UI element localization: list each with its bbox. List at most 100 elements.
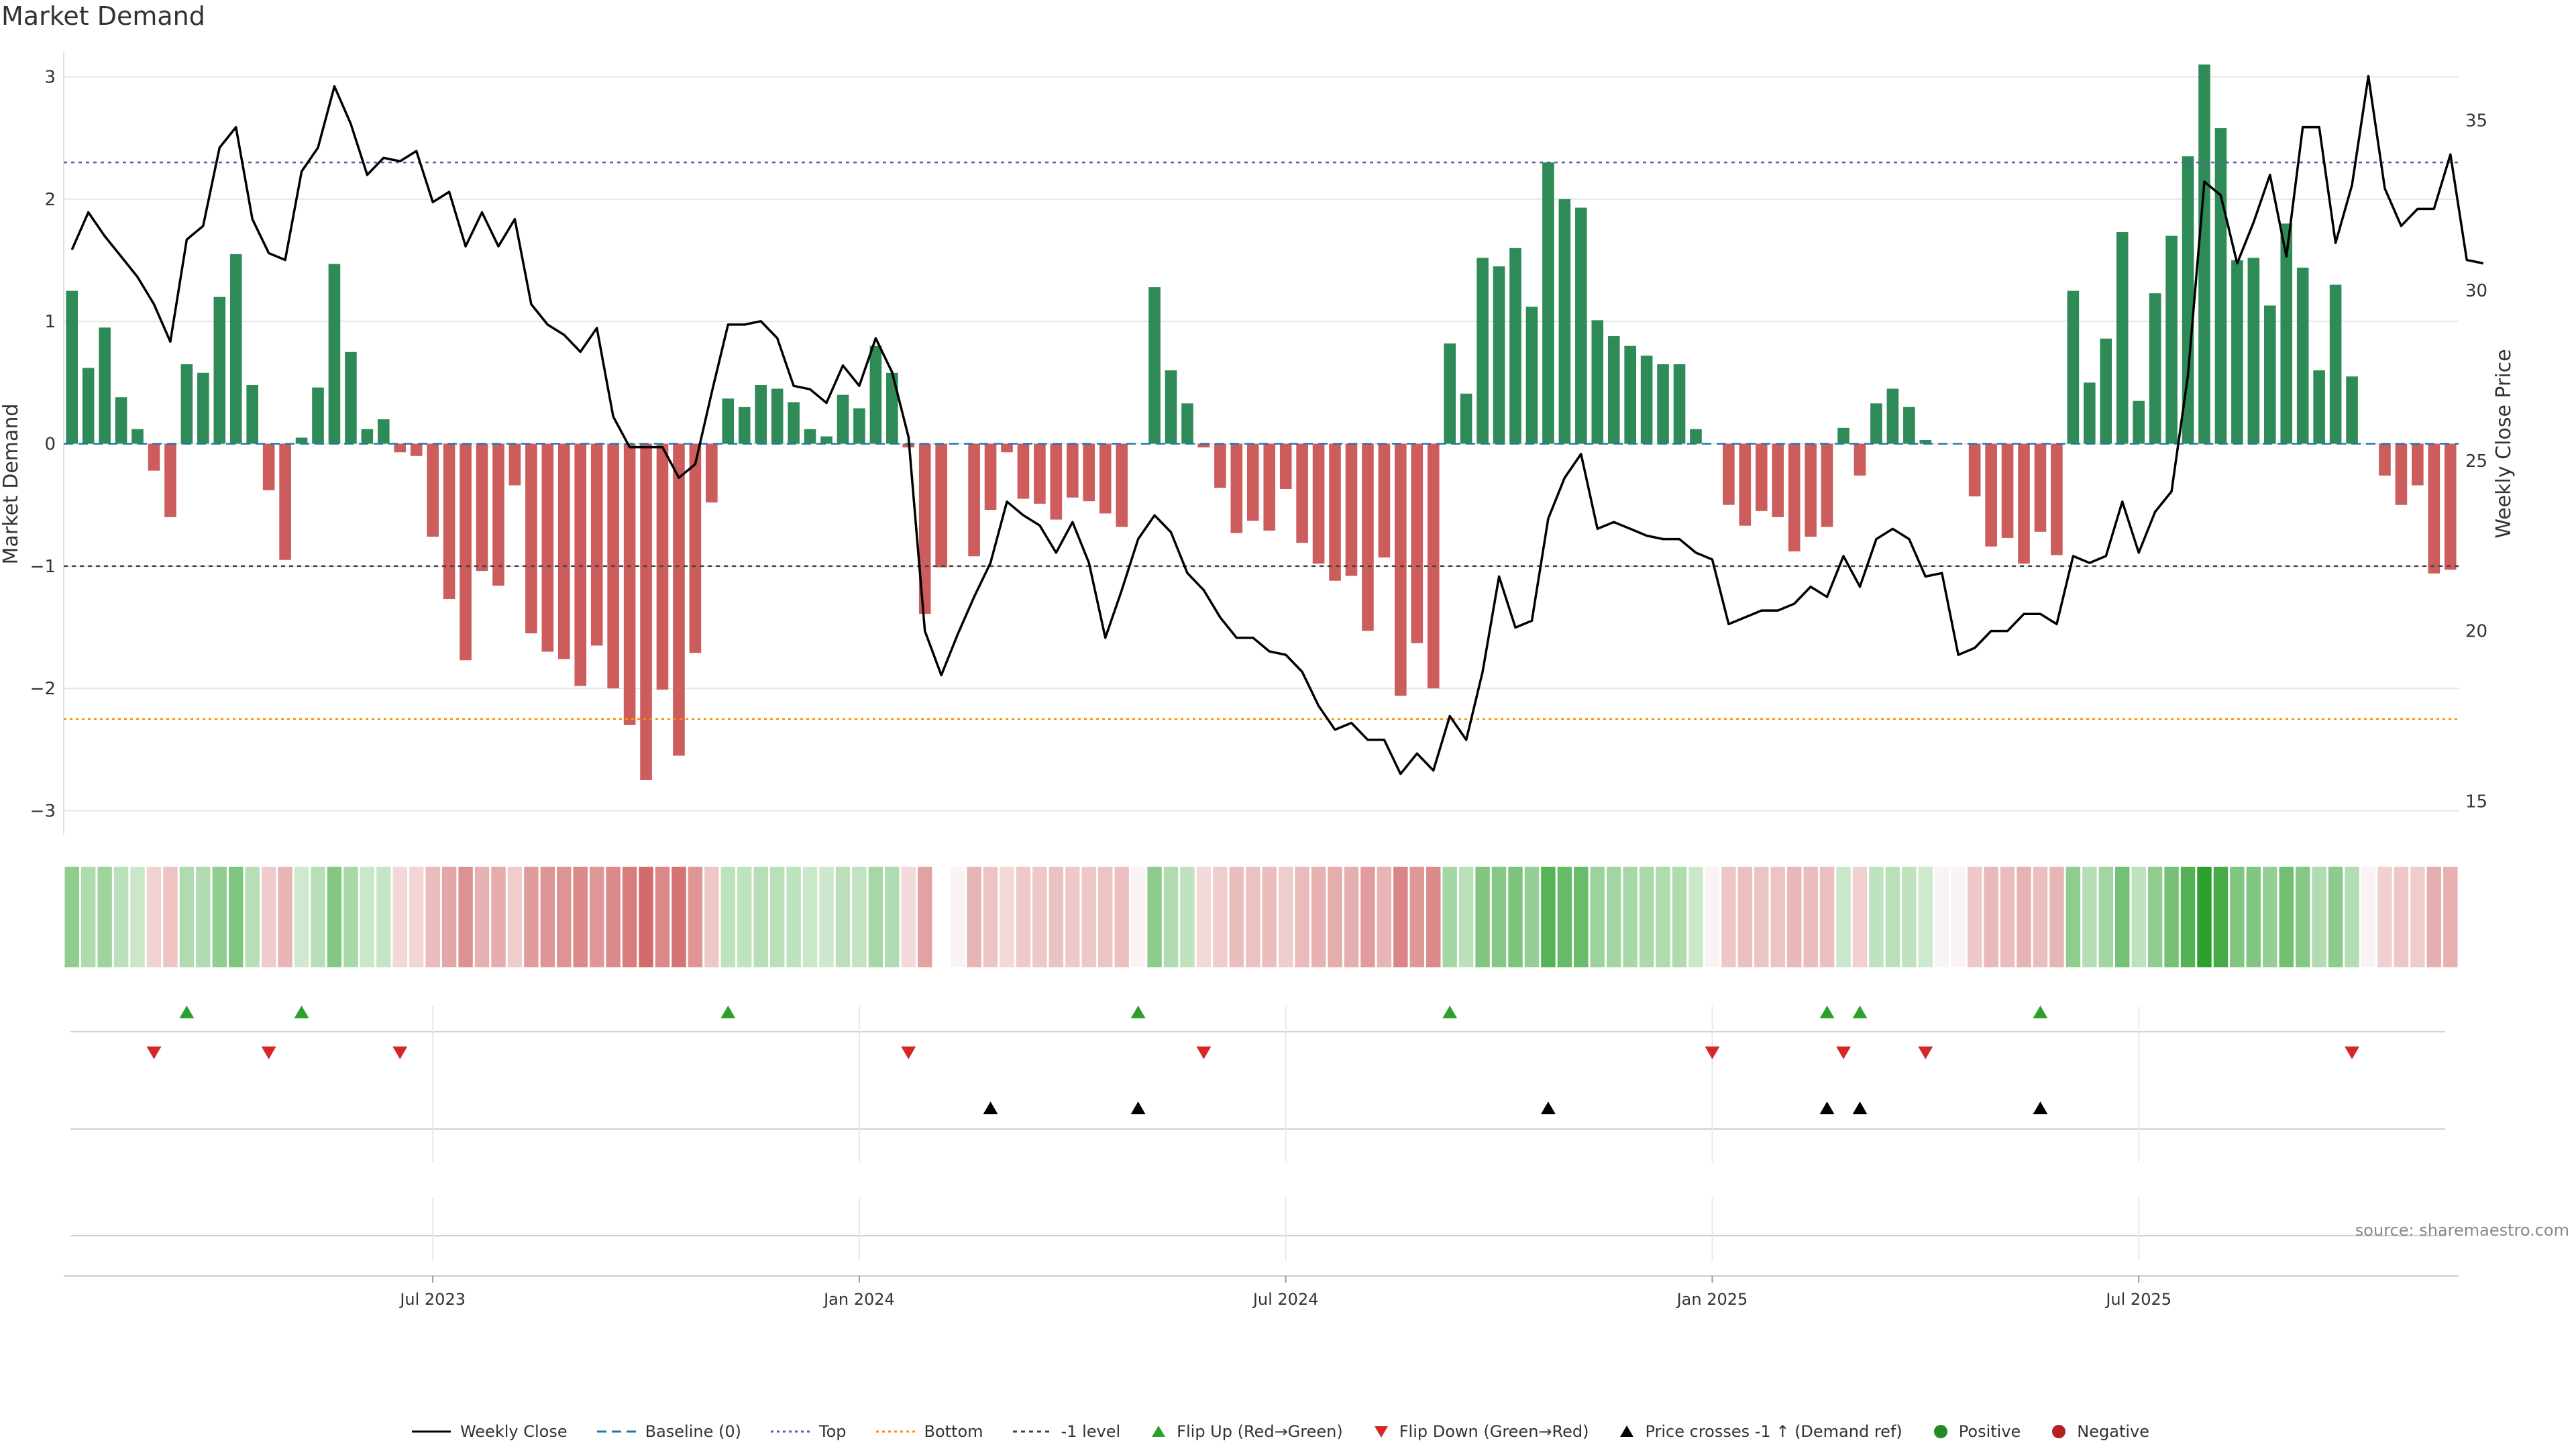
heatmap-cell <box>1590 867 1605 967</box>
demand-bar <box>706 443 718 503</box>
x-tick-label: Jul 2025 <box>2104 1290 2171 1309</box>
y-left-tick-label: −1 <box>30 557 56 577</box>
demand-bar <box>1591 320 1604 444</box>
x-axis: Jul 2023 Jan 2024 Jul 2024 Jan 2025 Jul 2025 <box>398 1276 2171 1309</box>
demand-bar <box>1362 443 1374 631</box>
y-left-tick-label: −2 <box>30 679 56 699</box>
demand-bar <box>2379 443 2391 476</box>
demand-bar <box>295 437 308 444</box>
heatmap-cell <box>2263 867 2277 967</box>
flip-up-marker <box>1442 1006 1458 1018</box>
heatmap-cell <box>229 867 244 967</box>
event-markers-panel <box>64 1006 2459 1277</box>
heatmap-cell <box>179 867 195 967</box>
heatmap-cell <box>1786 867 1802 967</box>
price-cross-marker <box>2033 1102 2048 1114</box>
heatmap-cell <box>983 867 998 967</box>
heatmap-cell <box>1672 867 1687 967</box>
legend-label: Flip Down (Green→Red) <box>1399 1422 1589 1441</box>
demand-bar <box>1263 443 1276 531</box>
heatmap-cell <box>113 867 129 967</box>
heatmap-cell <box>2098 867 2114 967</box>
heatmap-cell <box>2033 867 2048 967</box>
demand-bar <box>968 443 980 557</box>
heatmap-cell <box>1180 867 1195 967</box>
heatmap-cell <box>80 867 96 967</box>
heatmap-cell <box>97 867 112 967</box>
heatmap-cell <box>802 867 818 967</box>
triangle-up-icon <box>1152 1426 1166 1437</box>
heatmap-cell <box>196 867 211 967</box>
demand-bar <box>935 443 947 568</box>
heatmap-cell <box>1737 867 1753 967</box>
heatmap-cell <box>1869 867 1884 967</box>
demand-bar <box>590 443 603 646</box>
heatmap-cell <box>2082 867 2097 967</box>
flip-down-marker <box>1918 1046 1933 1059</box>
demand-bar <box>180 364 193 444</box>
heatmap-cell <box>2213 867 2229 967</box>
heatmap-cell <box>163 867 178 967</box>
heatmap-cell <box>392 867 407 967</box>
demand-bar <box>279 443 291 560</box>
demand-bar <box>2149 293 2161 444</box>
heatmap-cell <box>2295 867 2310 967</box>
heatmap-cell <box>1705 867 1720 967</box>
y-right-axis-title: Weekly Close Price <box>2492 349 2516 538</box>
demand-bar <box>1017 443 1030 499</box>
heatmap-cell <box>1852 867 1868 967</box>
demand-bar <box>197 372 209 444</box>
demand-bar <box>541 443 554 652</box>
price-cross-marker <box>1852 1102 1868 1114</box>
heatmap-cell <box>360 867 375 967</box>
flip-up-marker <box>1819 1006 1835 1018</box>
heatmap-cell <box>672 867 686 967</box>
demand-bar <box>2001 443 2014 538</box>
heatmap-cell <box>1836 867 1851 967</box>
price-line <box>70 74 2484 775</box>
legend-item-baseline: Baseline (0) <box>596 1422 741 1441</box>
legend-label: Flip Up (Red→Green) <box>1177 1422 1343 1441</box>
heatmap-cell <box>2230 867 2245 967</box>
heatmap-cell <box>1918 867 1933 967</box>
heatmap-cell <box>557 867 572 967</box>
y-left-tick-label: 1 <box>44 312 56 332</box>
demand-bar <box>2051 443 2063 555</box>
demand-bar <box>1854 443 1866 476</box>
heatmap-cell <box>491 867 506 967</box>
x-tick-label: Jan 2025 <box>1676 1290 1748 1309</box>
heatmap-cell <box>639 867 653 967</box>
demand-bar <box>1001 443 1013 453</box>
demand-bar <box>2444 443 2457 570</box>
demand-bar <box>2346 376 2358 444</box>
demand-bar <box>1607 336 1620 444</box>
demand-bar <box>2296 267 2309 444</box>
flip-up-marker <box>2033 1006 2048 1018</box>
heatmap-cell <box>737 867 752 967</box>
demand-bar <box>2100 338 2112 444</box>
demand-bar <box>1345 443 1358 576</box>
flip-up-marker <box>294 1006 309 1018</box>
heatmap-cell <box>1377 867 1392 967</box>
heatmap-cell <box>2017 867 2031 967</box>
demand-bar <box>492 443 504 586</box>
demand-bar <box>82 368 95 444</box>
heatmap-cell <box>1278 867 1293 967</box>
demand-bar <box>1903 407 1915 444</box>
demand-bar <box>1050 443 1063 520</box>
heatmap-cell <box>1229 867 1244 967</box>
heatmap-cell <box>1081 867 1096 967</box>
heatmap-cell <box>1885 867 1900 967</box>
demand-bar <box>574 443 587 686</box>
demand-bar <box>1919 440 1932 444</box>
heatmap-cell <box>786 867 801 967</box>
demand-bar <box>1230 443 1243 533</box>
demand-bar <box>673 443 685 756</box>
flip-up-marker <box>1852 1006 1868 1018</box>
heatmap-cell <box>1344 867 1359 967</box>
heatmap-cell <box>261 867 276 967</box>
heatmap-cell <box>753 867 768 967</box>
heatmap-cell <box>2279 867 2294 967</box>
demand-bar <box>1066 443 1079 498</box>
demand-bar <box>1493 266 1505 444</box>
